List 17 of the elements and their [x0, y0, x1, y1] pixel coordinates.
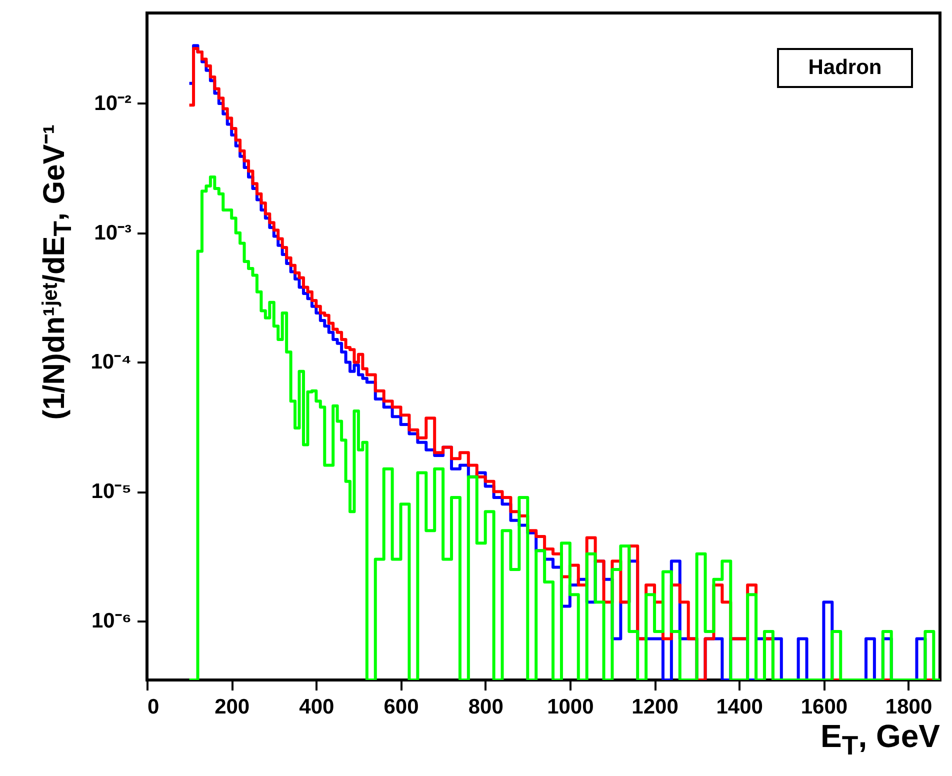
x-tick-label: 1400 — [716, 696, 763, 718]
x-tick-label: 0 — [148, 696, 160, 718]
y-tick-label: 10⁻⁶ — [91, 610, 132, 633]
x-tick-label: 200 — [214, 696, 250, 718]
x-tick-label: 600 — [384, 696, 419, 718]
x-tick-label: 400 — [299, 696, 334, 718]
x-tick-label: 1600 — [800, 696, 848, 718]
y-tick-label: 10⁻⁴ — [90, 350, 132, 374]
y-tick-label: 10⁻³ — [94, 221, 132, 244]
x-tick-label: 1800 — [885, 696, 932, 718]
y-tick-label: 10⁻⁵ — [91, 480, 132, 504]
y-tick-label: 10⁻² — [94, 92, 132, 115]
text: Hadron — [777, 48, 913, 88]
x-tick-label: 800 — [468, 696, 504, 718]
x-axis-title: E$_{T}$, GeV — [820, 718, 940, 762]
x-tick-label: 1000 — [547, 696, 594, 718]
x-tick-label: 1200 — [632, 696, 678, 718]
